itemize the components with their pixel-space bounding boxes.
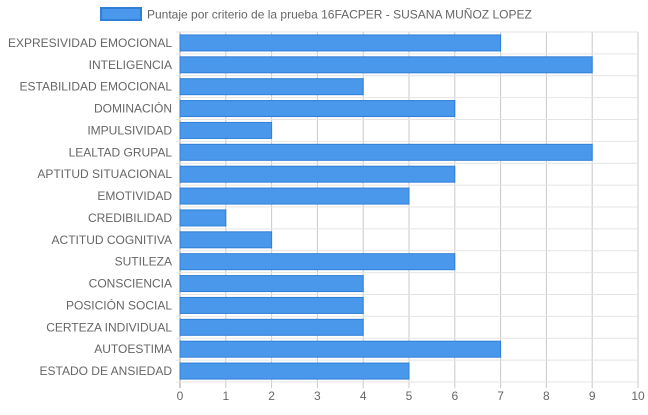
x-tick-label: 0 [177,389,184,403]
x-tick-label: 9 [589,389,596,403]
bar [179,275,364,293]
bar [179,78,364,96]
bar [179,296,364,314]
legend-swatch[interactable] [100,7,142,21]
y-tick-label: IMPULSIVIDAD [87,123,172,137]
bar [179,143,593,161]
x-tick-label: 10 [631,389,645,403]
x-tick-label: 7 [497,389,504,403]
grid [176,31,639,388]
bar [179,231,273,249]
y-tick-label: DOMINACIÓN [94,101,172,116]
y-tick-label: CERTEZA INDIVIDUAL [46,320,172,334]
y-tick-label: CONSCIENCIA [89,277,172,291]
bar [179,187,410,205]
bar [179,209,227,227]
bar [179,253,456,271]
x-tick-label: 4 [360,389,367,403]
bar [179,34,502,52]
bar [179,362,410,380]
x-axis-labels: 0 1 2 3 4 5 6 7 8 9 10 [177,389,645,403]
x-tick-label: 6 [451,389,458,403]
legend[interactable]: Puntaje por criterio de la prueba 16FACP… [100,7,532,22]
x-tick-label: 2 [268,389,275,403]
legend-label[interactable]: Puntaje por criterio de la prueba 16FACP… [147,8,532,22]
bar [179,100,456,118]
y-tick-label: ESTADO DE ANSIEDAD [40,364,173,378]
y-tick-label: INTELIGENCIA [89,58,172,72]
y-tick-label: APTITUD SITUACIONAL [37,167,172,181]
bar [179,56,593,74]
bar [179,340,502,358]
y-tick-label: EXPRESIVIDAD EMOCIONAL [8,36,172,50]
y-tick-label: ACTITUD COGNITIVA [52,233,172,247]
bar [179,165,456,183]
x-tick-label: 8 [543,389,550,403]
y-tick-label: POSICIÓN SOCIAL [66,297,172,312]
y-tick-label: LEALTAD GRUPAL [69,145,173,159]
x-tick-label: 3 [314,389,321,403]
y-tick-label: EMOTIVIDAD [97,189,172,203]
y-tick-label: CREDIBILIDAD [88,211,172,225]
bars [179,34,593,380]
bar [179,121,273,139]
y-tick-label: AUTOESTIMA [94,342,172,356]
x-tick-label: 1 [222,389,229,403]
x-tick-label: 5 [406,389,413,403]
y-axis-labels: EXPRESIVIDAD EMOCIONAL INTELIGENCIA ESTABI… [8,36,172,378]
y-tick-label: ESTABILIDAD EMOCIONAL [20,80,173,94]
y-tick-label: SUTILEZA [115,255,172,269]
bar [179,318,364,336]
